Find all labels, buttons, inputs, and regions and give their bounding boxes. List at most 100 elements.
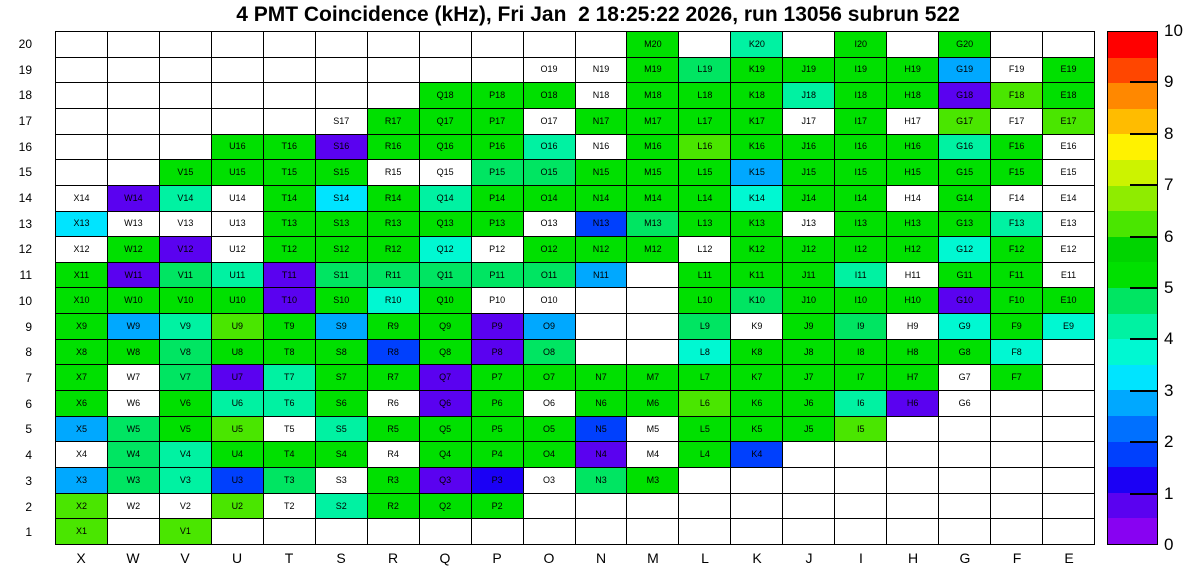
heatmap-cell-R1 <box>367 519 420 545</box>
heatmap-cell-F8: F8 <box>991 339 1044 366</box>
heatmap-cell-I15: I15 <box>835 160 888 186</box>
heatmap-cell-M15: M15 <box>627 160 680 186</box>
heatmap-cell-M1 <box>627 519 680 545</box>
heatmap-cell-W4: W4 <box>107 442 160 469</box>
heatmap-cell-M20: M20 <box>627 32 680 58</box>
colorbar-tick-label-3: 3 <box>1164 380 1174 400</box>
heatmap-cell-X18 <box>56 83 108 109</box>
column-label-E: E <box>1064 550 1074 566</box>
column-label-J: J <box>805 550 813 566</box>
heatmap-cell-Q1 <box>419 519 472 545</box>
heatmap-cell-E13: E13 <box>1043 211 1095 238</box>
heatmap-cell-U13: U13 <box>211 211 264 238</box>
heatmap-cell-M18: M18 <box>627 83 680 109</box>
heatmap-cell-M11 <box>627 262 680 289</box>
column-label-S: S <box>336 550 346 566</box>
colorbar-band-3 <box>1108 441 1157 468</box>
heatmap-cell-T17 <box>263 108 316 135</box>
heatmap-cell-Q9: Q9 <box>419 314 472 340</box>
heatmap-cell-W8: W8 <box>107 339 160 366</box>
heatmap-cell-G14: G14 <box>939 185 992 212</box>
column-label-V: V <box>180 550 190 566</box>
heatmap-cell-K12: K12 <box>731 237 784 263</box>
heatmap-cell-L2 <box>679 493 732 520</box>
heatmap-cell-N7: N7 <box>575 365 628 392</box>
colorbar-tick-label-10: 10 <box>1164 21 1183 40</box>
heatmap-cell-E6 <box>1043 391 1095 417</box>
heatmap-cell-K9: K9 <box>731 314 784 340</box>
heatmap-cell-X9: X9 <box>56 314 108 340</box>
heatmap-cell-S12: S12 <box>315 237 368 263</box>
heatmap-cell-S19 <box>315 57 368 84</box>
heatmap-cell-U7: U7 <box>211 365 264 392</box>
heatmap-cell-J7: J7 <box>783 365 836 392</box>
column-label-T: T <box>284 550 294 566</box>
heatmap-cell-U2: U2 <box>211 493 264 520</box>
row-label-2: 2 <box>25 499 32 514</box>
heatmap-cell-Q17: Q17 <box>419 108 472 135</box>
heatmap-cell-R18 <box>367 83 420 109</box>
heatmap-cell-H4 <box>887 442 940 469</box>
heatmap-cell-E7 <box>1043 365 1095 392</box>
heatmap-cell-J19: J19 <box>783 57 836 84</box>
heatmap-cell-E9: E9 <box>1043 314 1095 340</box>
heatmap-cell-U1 <box>211 519 264 545</box>
heatmap-cell-L9: L9 <box>679 314 732 340</box>
heatmap-cell-V16 <box>159 134 212 161</box>
heatmap-cell-M19: M19 <box>627 57 680 84</box>
colorbar-band-2 <box>1108 467 1157 493</box>
heatmap-cell-J4 <box>783 442 836 469</box>
heatmap-cell-M8 <box>627 339 680 366</box>
heatmap-cell-G11: G11 <box>939 262 992 289</box>
heatmap-cell-K17: K17 <box>731 108 784 135</box>
heatmap-cell-X4: X4 <box>56 442 108 469</box>
heatmap-cell-L6: L6 <box>679 391 732 417</box>
heatmap-cell-P19 <box>471 57 524 84</box>
heatmap-cell-U9: U9 <box>211 314 264 340</box>
heatmap-cell-W5: W5 <box>107 416 160 443</box>
heatmap-cell-G15: G15 <box>939 160 992 186</box>
heatmap-cell-V13: V13 <box>159 211 212 238</box>
heatmap-cell-N3: N3 <box>575 468 628 494</box>
column-label-G: G <box>959 550 971 566</box>
heatmap-cell-O14: O14 <box>523 185 576 212</box>
column-label-U: U <box>231 550 243 566</box>
colorbar-tick-label-6: 6 <box>1164 226 1174 246</box>
heatmap-cell-P11: P11 <box>471 262 524 289</box>
heatmap-cell-M17: M17 <box>627 108 680 135</box>
heatmap-cell-L20 <box>679 32 732 58</box>
colorbar <box>1107 31 1158 545</box>
heatmap-cell-W2: W2 <box>107 493 160 520</box>
heatmap-grid: M20 K20 I20 G20 O19 N19 M19 L19 K19 J19 I19 H19 G19 F… <box>55 31 1095 545</box>
heatmap-cell-X10: X10 <box>56 288 108 315</box>
heatmap-cell-R14: R14 <box>367 185 420 212</box>
heatmap-cell-K5: K5 <box>731 416 784 443</box>
heatmap-cell-O7: O7 <box>523 365 576 392</box>
heatmap-cell-T16: T16 <box>263 134 316 161</box>
heatmap-cell-M10 <box>627 288 680 315</box>
heatmap-cell-M4: M4 <box>627 442 680 469</box>
heatmap-cell-Q19 <box>419 57 472 84</box>
heatmap-cell-T1 <box>263 519 316 545</box>
heatmap-cell-F2 <box>991 493 1044 520</box>
heatmap-cell-S5: S5 <box>315 416 368 443</box>
heatmap-cell-K20: K20 <box>731 32 784 58</box>
heatmap-cell-H8: H8 <box>887 339 940 366</box>
heatmap-cell-M16: M16 <box>627 134 680 161</box>
heatmap-cell-H13: H13 <box>887 211 940 238</box>
heatmap-cell-M14: M14 <box>627 185 680 212</box>
colorbar-band-9 <box>1108 287 1157 314</box>
heatmap-cell-F5 <box>991 416 1044 443</box>
heatmap-cell-P2: P2 <box>471 493 524 520</box>
heatmap-cell-R4: R4 <box>367 442 420 469</box>
heatmap-cell-V3: V3 <box>159 468 212 494</box>
heatmap-cell-H5 <box>887 416 940 443</box>
colorbar-tick-label-9: 9 <box>1164 72 1174 92</box>
heatmap-cell-T3: T3 <box>263 468 316 494</box>
heatmap-cell-X16 <box>56 134 108 161</box>
heatmap-cell-X11: X11 <box>56 262 108 289</box>
heatmap-cell-L8: L8 <box>679 339 732 366</box>
heatmap-cell-S13: S13 <box>315 211 368 238</box>
heatmap-cell-G16: G16 <box>939 134 992 161</box>
heatmap-cell-W13: W13 <box>107 211 160 238</box>
